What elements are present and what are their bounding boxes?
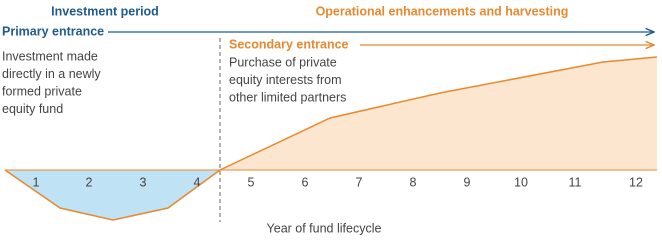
phase-label: Investment period	[51, 4, 159, 18]
secondary-description: equity interests from	[229, 73, 342, 87]
harvest-area	[220, 57, 657, 170]
year-label: 3	[140, 175, 147, 189]
primary-description: Investment made	[2, 49, 98, 63]
secondary-title: Secondary entrance	[229, 37, 349, 51]
axis-label: Year of fund lifecycle	[267, 221, 382, 235]
investment-curve	[4, 169, 221, 221]
primary-description: formed private	[2, 84, 82, 98]
year-label: 5	[248, 175, 255, 189]
year-label: 2	[86, 175, 93, 189]
year-label: 8	[410, 175, 417, 189]
year-label: 12	[629, 175, 643, 189]
investment-area	[5, 170, 220, 220]
year-label: 10	[514, 175, 528, 189]
primary-description: equity fund	[2, 102, 63, 116]
harvest-curve	[219, 56, 658, 171]
year-label: 6	[302, 175, 309, 189]
year-label: 4	[194, 175, 201, 189]
year-label: 7	[356, 175, 363, 189]
secondary-description: Purchase of private	[229, 55, 337, 69]
primary-description: directly in a newly	[2, 67, 101, 81]
year-label: 1	[33, 175, 40, 189]
year-label: 9	[464, 175, 471, 189]
phase-label: Operational enhancements and harvesting	[316, 4, 569, 18]
year-label: 11	[569, 175, 582, 189]
secondary-description: other limited partners	[229, 90, 346, 104]
primary-title: Primary entrance	[2, 24, 104, 38]
